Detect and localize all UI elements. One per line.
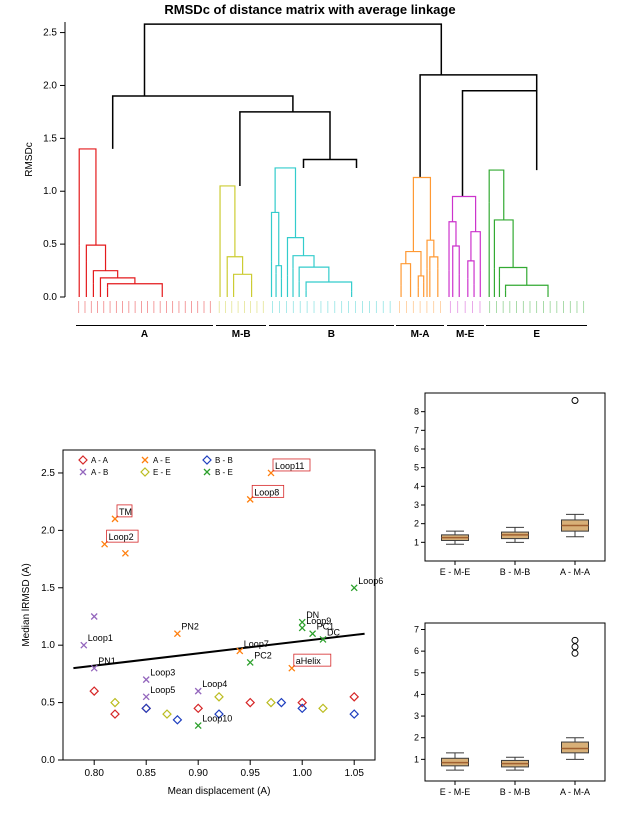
- boxplot-top: 1 2 3 4 5 6 7 8 E - M-E B - M-B A - M-A: [395, 385, 610, 585]
- cluster-labels: AM-BBM-AM-EE: [20, 329, 600, 345]
- svg-text:B - M-B: B - M-B: [500, 787, 531, 797]
- svg-text:7: 7: [414, 425, 419, 435]
- svg-text:Median lRMSD (A): Median lRMSD (A): [21, 563, 32, 646]
- svg-text:Loop2: Loop2: [109, 532, 134, 542]
- svg-text:PN2: PN2: [181, 622, 199, 632]
- cluster-label: M-B: [216, 329, 266, 340]
- svg-text:1.05: 1.05: [344, 768, 364, 779]
- svg-text:8: 8: [414, 407, 419, 417]
- boxplot-bottom-panel: 1 2 3 4 5 6 7 E - M-E B - M-B A - M-A: [395, 615, 610, 805]
- svg-text:B - E: B - E: [215, 468, 233, 477]
- svg-text:Loop10: Loop10: [202, 714, 232, 724]
- svg-text:Mean displacement (A): Mean displacement (A): [168, 786, 271, 797]
- svg-text:Loop4: Loop4: [202, 679, 227, 689]
- svg-text:1.5: 1.5: [41, 583, 55, 594]
- svg-text:0.90: 0.90: [188, 768, 208, 779]
- svg-text:2.5: 2.5: [43, 28, 57, 39]
- svg-text:1: 1: [414, 754, 419, 764]
- svg-text:PC2: PC2: [254, 650, 272, 660]
- svg-text:Loop6: Loop6: [358, 576, 383, 586]
- svg-text:0.5: 0.5: [41, 698, 55, 709]
- svg-text:3: 3: [414, 711, 419, 721]
- svg-text:PN1: PN1: [98, 656, 116, 666]
- dendrogram-chart: 0.0 0.5 1.0 1.5 2.0 2.5 RMSDc: [20, 17, 600, 337]
- svg-text:aHelix: aHelix: [296, 656, 322, 666]
- svg-text:7: 7: [414, 624, 419, 634]
- svg-text:Loop7: Loop7: [244, 639, 269, 649]
- svg-text:Loop3: Loop3: [150, 668, 175, 678]
- svg-text:A - B: A - B: [91, 468, 108, 477]
- svg-text:4: 4: [414, 689, 419, 699]
- dendrogram-panel: RMSDc of distance matrix with average li…: [20, 0, 600, 345]
- svg-text:5: 5: [414, 668, 419, 678]
- scatter-panel: 0.80 0.85 0.90 0.95 1.00 1.05 0.0 0.5 1.0 1.5 2.0 2…: [15, 440, 385, 800]
- svg-text:2: 2: [414, 519, 419, 529]
- svg-text:E - M-E: E - M-E: [440, 787, 471, 797]
- svg-text:DN: DN: [306, 610, 319, 620]
- svg-text:B - B: B - B: [215, 456, 233, 465]
- svg-text:5: 5: [414, 463, 419, 473]
- svg-text:B - M-B: B - M-B: [500, 567, 531, 577]
- cluster-label: A: [76, 329, 214, 340]
- svg-text:4: 4: [414, 481, 419, 491]
- svg-text:A - M-A: A - M-A: [560, 787, 590, 797]
- svg-text:1.0: 1.0: [43, 186, 57, 197]
- boxplot-top-panel: 1 2 3 4 5 6 7 8 E - M-E B - M-B A - M-A: [395, 385, 610, 585]
- svg-text:Loop8: Loop8: [254, 487, 279, 497]
- svg-text:Loop1: Loop1: [88, 633, 113, 643]
- svg-text:E - M-E: E - M-E: [440, 567, 471, 577]
- svg-text:A - E: A - E: [153, 456, 170, 465]
- svg-text:0.95: 0.95: [240, 768, 260, 779]
- boxplot-bottom: 1 2 3 4 5 6 7 E - M-E B - M-B A - M-A: [395, 615, 610, 805]
- svg-text:A - M-A: A - M-A: [560, 567, 590, 577]
- svg-text:RMSDc: RMSDc: [24, 142, 35, 176]
- svg-text:0.85: 0.85: [136, 768, 156, 779]
- svg-text:1.00: 1.00: [292, 768, 312, 779]
- svg-text:2.0: 2.0: [43, 80, 57, 91]
- svg-text:0.0: 0.0: [43, 292, 57, 303]
- svg-text:0.0: 0.0: [41, 755, 55, 766]
- svg-text:0.80: 0.80: [84, 768, 104, 779]
- cluster-label: M-A: [396, 329, 444, 340]
- svg-text:1.0: 1.0: [41, 640, 55, 651]
- svg-text:A - A: A - A: [91, 456, 109, 465]
- svg-text:6: 6: [414, 444, 419, 454]
- svg-text:PC1: PC1: [317, 622, 335, 632]
- svg-text:2: 2: [414, 733, 419, 743]
- svg-text:1.5: 1.5: [43, 133, 57, 144]
- svg-text:0.5: 0.5: [43, 239, 57, 250]
- svg-text:Loop5: Loop5: [150, 685, 175, 695]
- svg-text:1: 1: [414, 537, 419, 547]
- svg-text:2.5: 2.5: [41, 468, 55, 479]
- svg-text:Loop11: Loop11: [275, 461, 304, 471]
- svg-text:3: 3: [414, 500, 419, 510]
- svg-text:6: 6: [414, 646, 419, 656]
- svg-text:2.0: 2.0: [41, 525, 55, 536]
- dendrogram-title: RMSDc of distance matrix with average li…: [20, 0, 600, 17]
- cluster-label: M-E: [447, 329, 484, 340]
- cluster-label: B: [269, 329, 394, 340]
- svg-text:E - E: E - E: [153, 468, 171, 477]
- scatter-chart: 0.80 0.85 0.90 0.95 1.00 1.05 0.0 0.5 1.0 1.5 2.0 2…: [15, 440, 385, 800]
- svg-text:TM: TM: [119, 507, 132, 517]
- cluster-label: E: [486, 329, 587, 340]
